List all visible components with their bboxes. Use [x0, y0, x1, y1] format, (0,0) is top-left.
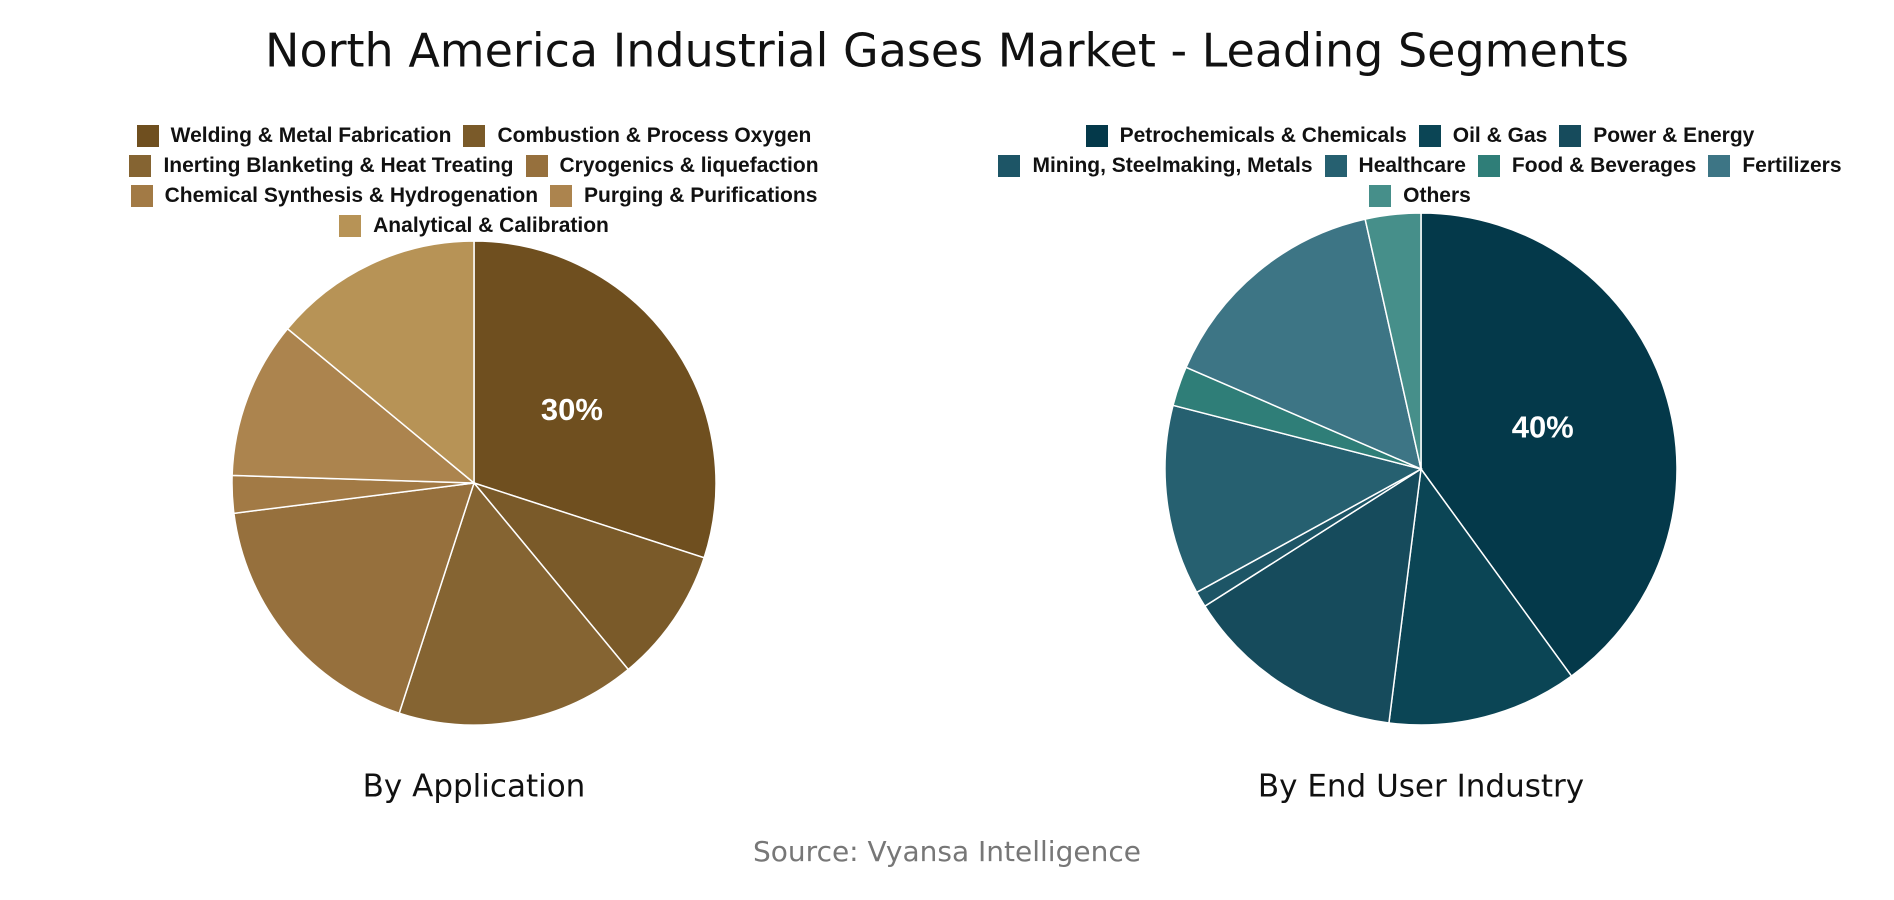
legend-swatch — [130, 185, 153, 207]
legend-label: Analytical & Calibration — [373, 214, 609, 237]
legend-label: Healthcare — [1358, 154, 1466, 177]
legend-item: Welding & Metal Fabrication — [136, 124, 452, 148]
legend-swatch — [1324, 155, 1347, 177]
legend-label: Purging & Purifications — [584, 184, 818, 207]
source: Source: Vyansa Intelligence — [753, 835, 1141, 868]
pie-slice — [233, 482, 476, 715]
pie-slice — [1164, 404, 1424, 594]
legend-swatch — [1085, 125, 1108, 147]
legend-item: Oil & Gas — [1418, 124, 1548, 148]
legend: Petrochemicals & Chemicals Oil & Gas Power… — [970, 124, 1870, 208]
legend-swatch — [463, 125, 486, 147]
pie-slice — [473, 240, 717, 559]
pie-slice — [471, 481, 706, 671]
pie-slice — [1364, 212, 1422, 470]
legend-swatch — [1708, 155, 1731, 177]
legend-label: Welding & Metal Fabrication — [170, 124, 452, 147]
legend-item: Analytical & Calibration — [339, 214, 609, 238]
legend-item: Chemical Synthesis & Hydrogenation — [130, 184, 539, 208]
chart-title: North America Industrial Gases Market - … — [265, 24, 1629, 78]
legend-label: Power & Energy — [1593, 124, 1755, 147]
legend-item: Combustion & Process Oxygen — [463, 124, 811, 148]
legend-swatch — [136, 125, 159, 147]
legend-label: Mining, Steelmaking, Metals — [1032, 154, 1313, 177]
legend-label: Cryogenics & liquefaction — [559, 154, 819, 177]
legend-item: Cryogenics & liquefaction — [525, 154, 819, 178]
legend-swatch — [1418, 125, 1441, 147]
legend-label: Fertilizers — [1742, 154, 1842, 177]
legend-label: Inerting Blanketing & Heat Treating — [163, 154, 514, 177]
pie-slice — [1420, 212, 1678, 678]
legend-item: Fertilizers — [1708, 154, 1842, 178]
legend-swatch — [1477, 155, 1500, 177]
legend-item: Purging & Purifications — [550, 184, 817, 208]
pie-title: By End User Industry — [1258, 769, 1584, 805]
legend-item: Petrochemicals & Chemicals — [1085, 124, 1407, 148]
legend-swatch — [1369, 185, 1392, 207]
legend-swatch — [129, 155, 152, 177]
legend-label: Food & Beverages — [1511, 154, 1697, 177]
legend-swatch — [525, 155, 548, 177]
legend-item: Mining, Steelmaking, Metals — [998, 154, 1313, 178]
legend-label: Chemical Synthesis & Hydrogenation — [164, 184, 539, 207]
legend-item: Power & Energy — [1559, 124, 1754, 148]
legend-item: Inerting Blanketing & Heat Treating — [129, 154, 514, 178]
legend-swatch — [1559, 125, 1582, 147]
data-label: 40% — [1512, 410, 1574, 445]
pie-slice — [231, 327, 477, 484]
pie-slice — [398, 481, 630, 726]
pie-slice — [1185, 218, 1423, 471]
legend-label: Others — [1403, 184, 1471, 207]
legend-label: Petrochemicals & Chemicals — [1119, 124, 1407, 147]
pie-slice — [1203, 467, 1422, 724]
legend: Welding & Metal Fabrication Combustion & … — [94, 124, 854, 238]
legend-swatch — [998, 155, 1021, 177]
legend-item: Others — [1369, 184, 1471, 208]
legend-swatch — [339, 215, 362, 237]
legend-label: Combustion & Process Oxygen — [497, 124, 812, 147]
legend-label: Oil & Gas — [1452, 124, 1548, 147]
legend-item: Healthcare — [1324, 154, 1466, 178]
pie-title: By Application — [363, 769, 586, 805]
pie-slice — [1388, 467, 1573, 726]
pie-slice — [286, 240, 475, 485]
legend-item: Food & Beverages — [1477, 154, 1697, 178]
data-label: 30% — [541, 392, 603, 427]
legend-swatch — [550, 185, 573, 207]
